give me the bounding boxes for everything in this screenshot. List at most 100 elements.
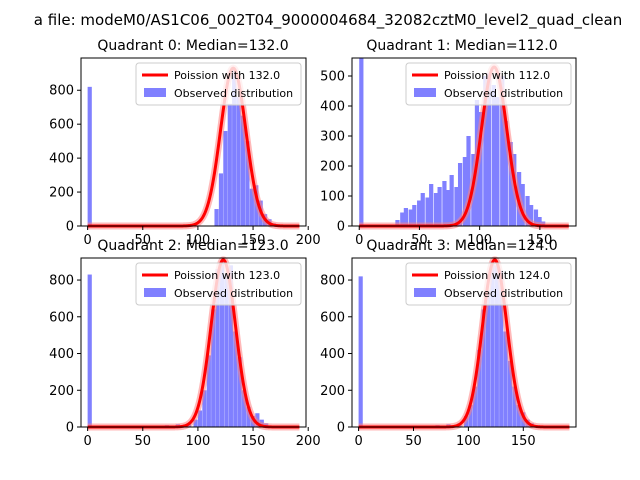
y-tick-label: 0 xyxy=(337,220,345,235)
histogram-bar xyxy=(202,390,207,427)
x-tick-label: 100 xyxy=(456,434,481,449)
legend-box xyxy=(405,262,572,306)
panel-quadrant-1: Quadrant 1: Median=112.0 0 50 100 150 0 100 20… xyxy=(320,38,577,248)
histogram-bar xyxy=(472,386,477,427)
y-tick-label: 600 xyxy=(49,310,74,325)
panel-quadrant-0: Quadrant 0: Median=132.0 0 50 100 150 200 0 20… xyxy=(49,38,320,248)
histogram-bar xyxy=(494,265,499,427)
histogram-bar xyxy=(87,86,92,227)
histogram-bar xyxy=(219,261,225,427)
histogram-bar xyxy=(403,208,408,226)
histogram-bar xyxy=(245,141,250,226)
histogram-bar xyxy=(358,276,363,427)
legend-bar-swatch xyxy=(144,88,166,97)
histogram-bar xyxy=(433,193,439,226)
histogram-bar xyxy=(500,76,505,226)
histogram-bar xyxy=(537,217,542,226)
y-tick-label: 400 xyxy=(320,347,345,362)
histogram-bar xyxy=(197,410,203,427)
histogram-bar xyxy=(486,73,492,226)
histogram-bar xyxy=(233,331,238,427)
histogram-bar xyxy=(417,200,422,226)
histogram-bar xyxy=(87,274,92,427)
y-tick-label: 600 xyxy=(49,118,74,133)
histogram-bar xyxy=(503,121,508,226)
legend-label: Observed distribution xyxy=(174,287,293,300)
y-tick-label: 400 xyxy=(49,347,74,362)
y-tick-label: 200 xyxy=(320,384,345,399)
x-tick-label: 100 xyxy=(185,434,210,449)
histogram-bar xyxy=(425,197,430,226)
histogram-bar xyxy=(249,188,254,226)
figure-suptitle: a file: modeM0/AS1C06_002T04_9000004684_… xyxy=(34,11,622,30)
histogram-bar xyxy=(193,419,198,427)
y-tick-label: 0 xyxy=(66,220,74,235)
y-tick-label: 200 xyxy=(49,186,74,201)
y-tick-label: 800 xyxy=(320,274,345,289)
panel-title: Quadrant 2: Median=123.0 xyxy=(97,238,288,254)
panel-title: Quadrant 3: Median=124.0 xyxy=(366,238,557,254)
axes-frame xyxy=(80,257,307,428)
axes-frame xyxy=(351,257,577,428)
histogram-bar xyxy=(507,360,513,427)
histogram-bar xyxy=(218,173,224,226)
y-tick-label: 0 xyxy=(337,421,345,436)
x-tick-label: 150 xyxy=(527,233,552,248)
x-tick-label: 0 xyxy=(83,233,91,248)
histogram-bar xyxy=(237,357,242,427)
legend-box xyxy=(135,262,302,306)
x-tick-label: 200 xyxy=(296,434,321,449)
histogram-bar xyxy=(412,205,417,226)
legend-bar-swatch xyxy=(414,88,436,97)
y-tick-label: 800 xyxy=(49,274,74,289)
histogram-bar xyxy=(477,349,482,427)
legend-label: Observed distribution xyxy=(444,87,563,100)
legend-box xyxy=(405,62,572,106)
histogram-bar xyxy=(437,187,442,226)
y-tick-label: 0 xyxy=(66,421,74,436)
histogram-bar xyxy=(408,209,413,226)
legend-label: Observed distribution xyxy=(174,87,293,100)
histogram-bar xyxy=(236,97,241,226)
histogram-bar xyxy=(499,270,504,427)
axes-frame xyxy=(80,57,307,227)
panel-quadrant-3: Quadrant 3: Median=124.0 0 50 100 150 0 200 40… xyxy=(320,238,577,449)
x-tick-label: 100 xyxy=(467,233,492,248)
histogram-bar xyxy=(508,142,513,226)
histogram-bar xyxy=(445,190,451,226)
legend-label: Poission with 123.0 xyxy=(174,269,280,282)
histogram-bar xyxy=(481,309,486,427)
x-tick-label: 200 xyxy=(296,233,321,248)
histogram-bar xyxy=(400,212,405,226)
legend-bar-swatch xyxy=(414,288,436,297)
y-tick-label: 200 xyxy=(320,160,345,175)
histogram-bar xyxy=(457,163,463,226)
histogram-bar xyxy=(214,209,219,226)
histogram-bar xyxy=(215,269,220,427)
histogram-bar xyxy=(232,69,237,226)
histogram-bar xyxy=(429,184,434,226)
x-tick-label: 100 xyxy=(185,233,210,248)
histogram-bar xyxy=(240,115,246,226)
histogram-bar xyxy=(485,291,491,427)
histogram-bar xyxy=(466,136,471,226)
legend-bar-swatch xyxy=(144,288,166,297)
panel-title: Quadrant 0: Median=132.0 xyxy=(97,38,288,54)
histogram-bar xyxy=(206,355,211,427)
histogram-bar xyxy=(483,76,488,226)
histogram-bar xyxy=(359,58,364,226)
histogram-bar xyxy=(491,85,496,226)
histogram-bar xyxy=(228,265,233,427)
histogram-bar xyxy=(525,196,530,226)
axes-frame xyxy=(351,57,577,227)
histogram-bar xyxy=(516,404,521,427)
histogram-bar xyxy=(454,187,459,226)
panel-title: Quadrant 1: Median=112.0 xyxy=(366,38,557,54)
y-tick-label: 400 xyxy=(320,100,345,115)
histogram-bar xyxy=(227,103,232,226)
histogram-bar xyxy=(503,331,508,427)
legend-box xyxy=(135,62,302,106)
histogram-bar xyxy=(449,175,454,226)
histogram-bar xyxy=(224,274,229,427)
